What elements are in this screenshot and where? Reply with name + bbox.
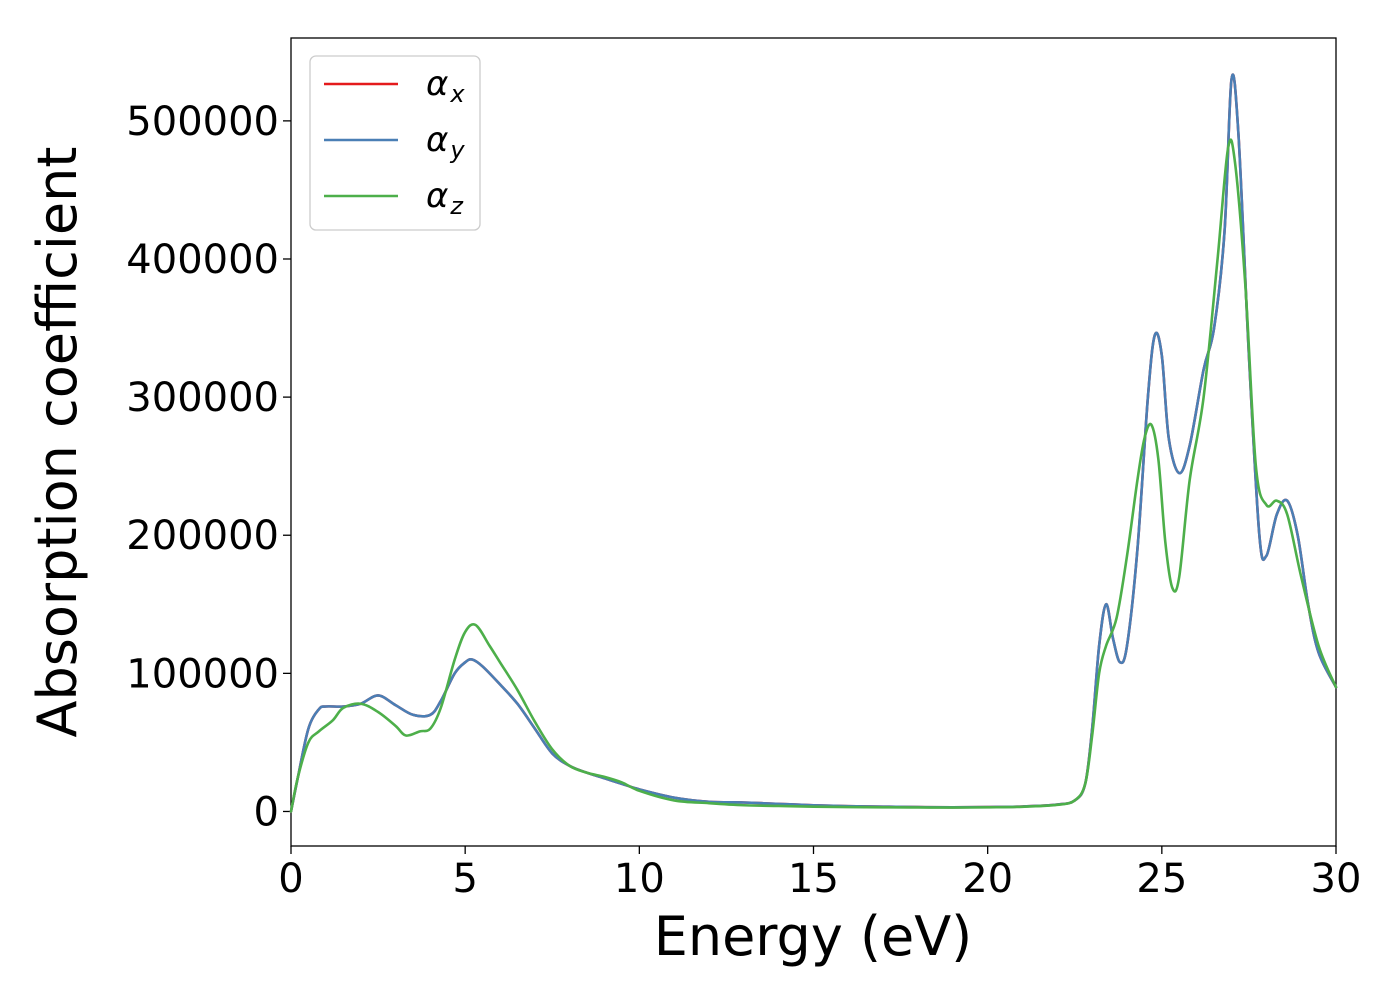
- x-tick-label: 0: [278, 856, 303, 902]
- x-tick-label: 10: [614, 856, 665, 902]
- series-layer: [289, 73, 1338, 813]
- legend-box: [309, 55, 481, 231]
- y-tick-label: 100000: [126, 651, 279, 697]
- x-axis-title: Energy (eV): [654, 905, 973, 968]
- x-tick-label: 20: [962, 856, 1013, 902]
- x-axis-ticks: 0 5 10 15 20 25 30: [278, 846, 1361, 902]
- series-line-alpha-z: [289, 138, 1338, 813]
- x-tick-label: 15: [788, 856, 839, 902]
- y-tick-label: 500000: [126, 99, 279, 145]
- x-tick-label: 25: [1136, 856, 1187, 902]
- legend: αx αy αz: [309, 55, 481, 231]
- y-tick-label: 0: [254, 789, 279, 835]
- y-tick-label: 400000: [126, 237, 279, 283]
- legend-label-alpha-y: αy: [426, 120, 465, 164]
- y-axis-title: Absorption coefficient: [26, 147, 89, 738]
- y-tick-label: 200000: [126, 513, 279, 559]
- legend-label-alpha-z: αz: [426, 176, 464, 220]
- x-tick-label: 5: [452, 856, 477, 902]
- x-tick-label: 30: [1311, 856, 1362, 902]
- y-axis-ticks: 0 100000 200000 300000 400000 500000: [126, 99, 291, 835]
- y-tick-label: 300000: [126, 375, 279, 421]
- legend-label-alpha-x: αx: [426, 64, 465, 108]
